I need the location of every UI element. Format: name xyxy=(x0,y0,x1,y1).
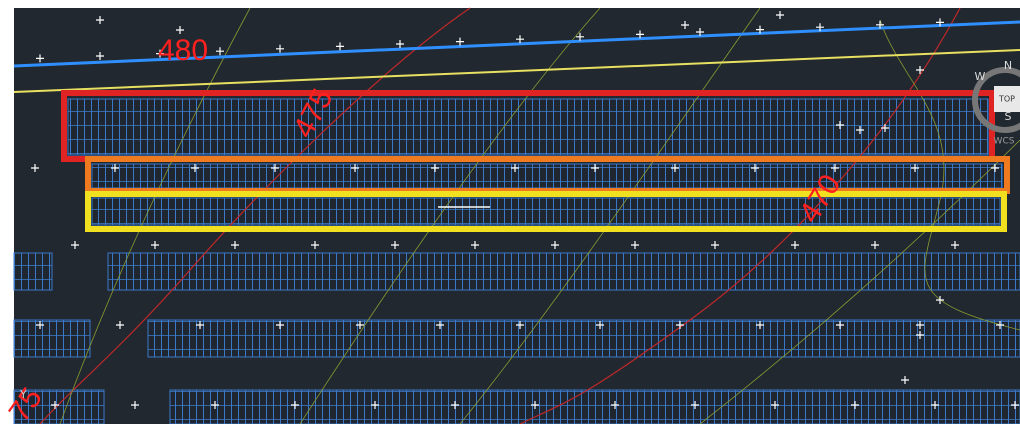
contour-line xyxy=(39,7,471,424)
viewcube[interactable]: N W TOP S WCS xyxy=(972,59,1020,147)
viewcube-ring xyxy=(972,67,1020,133)
survey-points xyxy=(31,11,1019,409)
panel-row xyxy=(13,319,91,358)
panel-row xyxy=(91,163,1003,189)
viewcube-wcs[interactable]: WCS xyxy=(994,137,1015,147)
panel-row xyxy=(147,319,1020,358)
panel-rows xyxy=(13,98,1020,424)
panel-row xyxy=(13,252,53,291)
viewcube-face[interactable] xyxy=(994,86,1020,112)
panel-row xyxy=(91,197,1001,226)
contour-line xyxy=(699,139,1020,424)
boundary-line xyxy=(13,20,1020,68)
contour-line xyxy=(519,7,961,424)
viewcube-west[interactable]: W xyxy=(975,70,986,83)
ucs-axis-label: Y xyxy=(19,388,27,401)
panel-row xyxy=(169,389,1020,424)
boundary-line xyxy=(13,49,1020,93)
panel-row xyxy=(107,252,1020,291)
panel-row xyxy=(67,98,989,156)
selection-box[interactable] xyxy=(85,191,1007,232)
viewcube-top[interactable]: TOP xyxy=(998,95,1015,104)
viewcube-north[interactable]: N xyxy=(1004,59,1012,72)
contour-label: 480 xyxy=(158,34,208,67)
viewcube-south[interactable]: S xyxy=(1005,110,1012,123)
contour-line xyxy=(459,7,761,424)
survey-point-markers xyxy=(31,11,1019,409)
contour-line xyxy=(299,7,601,424)
panel-row xyxy=(13,389,105,424)
contour-line xyxy=(879,19,1020,331)
